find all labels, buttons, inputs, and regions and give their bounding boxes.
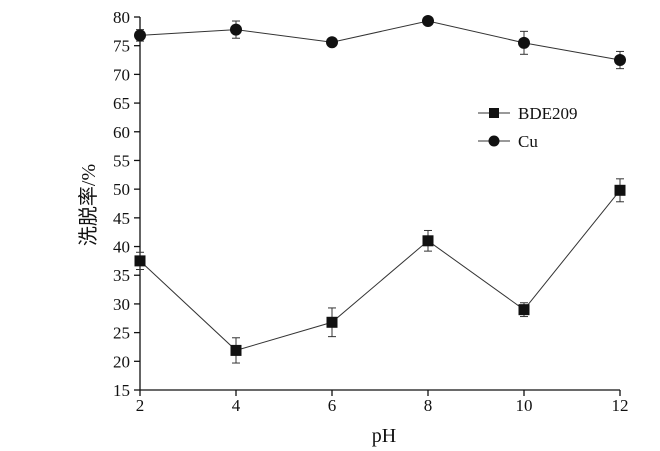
x-tick-label: 12: [612, 396, 629, 415]
data-point: [326, 36, 338, 49]
data-point: [422, 15, 434, 28]
data-point: [134, 255, 146, 267]
y-tick-label: 40: [113, 238, 130, 257]
legend-item-bde209: BDE209: [478, 104, 578, 123]
series-layer: [134, 15, 626, 364]
x-tick-label: 8: [424, 396, 433, 415]
x-axis-title: pH: [372, 425, 396, 447]
y-tick-label: 35: [113, 266, 130, 285]
axes: 15 20 25 30 35 40 45 50 55 60 65 70 75 80 2 4 6 8 10 12: [113, 8, 629, 415]
y-tick-label: 15: [113, 381, 130, 400]
data-point: [230, 23, 242, 36]
x-tick-label: 4: [232, 396, 241, 415]
x-tick-label: 10: [516, 396, 533, 415]
legend-marker: [488, 135, 500, 147]
x-tick-label: 6: [328, 396, 337, 415]
y-tick-label: 55: [113, 151, 130, 170]
y-tick-label: 30: [113, 295, 130, 314]
y-tick-label: 45: [113, 209, 130, 228]
data-point: [518, 304, 530, 316]
series-line: [139, 20, 621, 61]
legend-label: BDE209: [518, 104, 578, 123]
legend: BDE209 Cu: [478, 104, 578, 151]
data-point: [422, 235, 434, 247]
y-tick-label: 70: [113, 65, 130, 84]
series-bde209: [134, 178, 626, 364]
y-tick-label: 25: [113, 324, 130, 343]
data-point: [518, 36, 530, 49]
data-point: [230, 344, 242, 356]
y-axis-title: 洗脱率/%: [77, 164, 100, 246]
data-point: [614, 54, 626, 67]
data-point: [614, 184, 626, 196]
y-tick-label: 75: [113, 37, 130, 56]
y-tick-label: 50: [113, 180, 130, 199]
legend-marker: [489, 108, 499, 118]
y-tick-label: 60: [113, 123, 130, 142]
y-tick-label: 20: [113, 352, 130, 371]
data-point: [134, 29, 146, 42]
legend-item-cu: Cu: [478, 132, 538, 151]
data-point: [326, 316, 338, 328]
series-cu: [134, 15, 626, 70]
y-tick-label: 65: [113, 94, 130, 113]
x-tick-label: 2: [136, 396, 145, 415]
legend-label: Cu: [518, 132, 538, 151]
y-tick-label: 80: [113, 8, 130, 27]
series-line: [139, 189, 621, 351]
